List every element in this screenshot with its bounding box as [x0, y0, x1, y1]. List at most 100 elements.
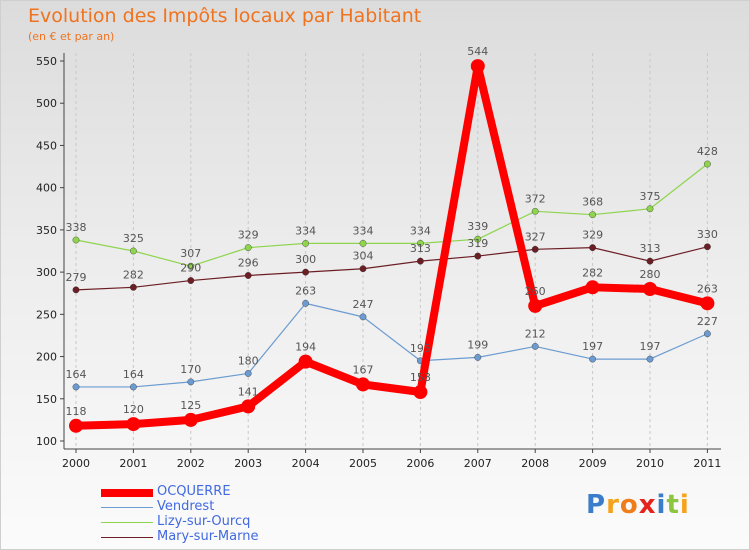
data-point-mary-sur-marne [129, 283, 137, 291]
data-label-mary-sur-marne: 279 [66, 271, 87, 284]
data-label-vendrest: 195 [410, 342, 431, 355]
data-point-mary-sur-marne [359, 265, 367, 273]
data-point-mary-sur-marne [72, 286, 80, 294]
x-tick-label: 2007 [464, 457, 492, 470]
data-label-mary-sur-marne: 313 [640, 242, 661, 255]
data-label-ocquerre: 167 [353, 363, 374, 376]
data-point-mary-sur-marne [302, 268, 309, 276]
data-point-vendrest [187, 378, 195, 386]
legend-swatch [101, 522, 153, 523]
x-tick-label: 2009 [579, 457, 607, 470]
y-tick-label: 150 [36, 393, 57, 406]
data-label-ocquerre: 282 [582, 266, 603, 279]
data-label-mary-sur-marne: 327 [525, 230, 546, 243]
y-tick-label: 500 [36, 97, 57, 110]
data-label-mary-sur-marne: 313 [410, 242, 431, 255]
data-label-ocquerre: 263 [697, 282, 718, 295]
y-tick-label: 450 [36, 139, 57, 152]
data-point-ocquerre [470, 59, 485, 74]
x-tick-label: 2001 [119, 457, 147, 470]
y-tick-label: 400 [36, 182, 57, 195]
data-label-ocquerre: 544 [467, 45, 488, 58]
data-label-lizy-sur-ourcq: 334 [353, 224, 374, 237]
data-label-mary-sur-marne: 329 [582, 229, 603, 242]
x-tick-label: 2000 [62, 457, 90, 470]
data-point-ocquerre [298, 354, 313, 369]
y-tick-label: 300 [36, 266, 57, 279]
legend-label: OCQUERRE [157, 484, 231, 499]
data-point-ocquerre [183, 412, 198, 427]
legend-label: Mary-sur-Marne [157, 529, 259, 544]
data-point-vendrest [129, 383, 137, 391]
data-label-mary-sur-marne: 282 [123, 268, 144, 281]
data-point-mary-sur-marne [589, 244, 596, 252]
proxiti-logo: Proxiti [586, 490, 690, 520]
data-point-vendrest [474, 353, 482, 361]
data-label-ocquerre: 120 [123, 403, 144, 416]
data-point-vendrest [704, 330, 711, 338]
data-label-lizy-sur-ourcq: 334 [295, 224, 316, 237]
data-point-lizy-sur-ourcq [474, 235, 482, 243]
data-label-vendrest: 180 [238, 354, 259, 367]
data-label-vendrest: 263 [295, 284, 316, 297]
data-label-lizy-sur-ourcq: 368 [582, 196, 603, 209]
data-label-lizy-sur-ourcq: 329 [238, 229, 259, 242]
data-label-vendrest: 164 [123, 368, 144, 381]
data-label-lizy-sur-ourcq: 428 [697, 145, 718, 158]
data-label-vendrest: 227 [697, 315, 718, 328]
data-point-mary-sur-marne [416, 257, 424, 265]
data-label-vendrest: 247 [353, 298, 374, 311]
data-point-ocquerre [643, 282, 657, 296]
data-point-mary-sur-marne [646, 257, 654, 265]
data-label-ocquerre: 158 [410, 371, 431, 384]
data-label-lizy-sur-ourcq: 372 [525, 192, 546, 205]
x-tick-label: 2005 [349, 457, 377, 470]
x-tick-label: 2003 [234, 457, 262, 470]
data-label-mary-sur-marne: 300 [295, 253, 316, 266]
data-point-vendrest [244, 370, 252, 377]
data-label-lizy-sur-ourcq: 307 [180, 247, 201, 260]
series-line-ocquerre [72, 62, 712, 430]
logo-letter: i [656, 490, 667, 520]
series-line-lizy-sur-ourcq [75, 163, 709, 267]
data-point-ocquerre [356, 377, 370, 392]
data-label-vendrest: 164 [66, 368, 87, 381]
data-point-lizy-sur-ourcq [416, 239, 424, 247]
legend-label: Lizy-sur-Ourcq [157, 514, 251, 529]
data-label-vendrest: 197 [582, 340, 603, 353]
data-point-mary-sur-marne [704, 243, 711, 251]
logo-letter: i [679, 490, 690, 520]
logo-letter: o [619, 490, 639, 520]
data-point-lizy-sur-ourcq [589, 211, 596, 219]
legend-swatch [101, 489, 153, 497]
data-label-mary-sur-marne: 330 [697, 228, 718, 241]
series-line-mary-sur-marne [75, 246, 709, 291]
data-point-lizy-sur-ourcq [187, 262, 195, 270]
data-label-ocquerre: 118 [66, 405, 87, 418]
chart-title: Evolution des Impôts locaux par Habitant [28, 5, 422, 27]
data-point-ocquerre [413, 385, 428, 400]
y-tick-label: 200 [36, 351, 57, 364]
x-tick-label: 2008 [521, 457, 549, 470]
data-point-ocquerre [69, 418, 83, 433]
data-label-vendrest: 212 [525, 327, 546, 340]
data-label-lizy-sur-ourcq: 375 [640, 190, 661, 203]
series-line-vendrest [75, 302, 709, 388]
data-label-mary-sur-marne: 296 [238, 256, 259, 269]
logo-letter: x [638, 490, 657, 520]
logo-letter: P [586, 490, 607, 520]
data-point-vendrest [72, 383, 80, 391]
data-label-lizy-sur-ourcq: 339 [467, 220, 488, 233]
data-point-vendrest [531, 343, 539, 350]
y-tick-label: 100 [36, 435, 57, 448]
data-point-vendrest [646, 355, 654, 363]
data-point-mary-sur-marne [244, 272, 252, 279]
data-point-lizy-sur-ourcq [72, 236, 80, 244]
logo-letter: r [606, 490, 620, 520]
data-point-mary-sur-marne [531, 245, 539, 253]
data-point-lizy-sur-ourcq [129, 247, 137, 255]
y-tick-label: 550 [36, 55, 57, 68]
data-label-lizy-sur-ourcq: 325 [123, 232, 144, 245]
data-label-ocquerre: 260 [525, 285, 546, 298]
